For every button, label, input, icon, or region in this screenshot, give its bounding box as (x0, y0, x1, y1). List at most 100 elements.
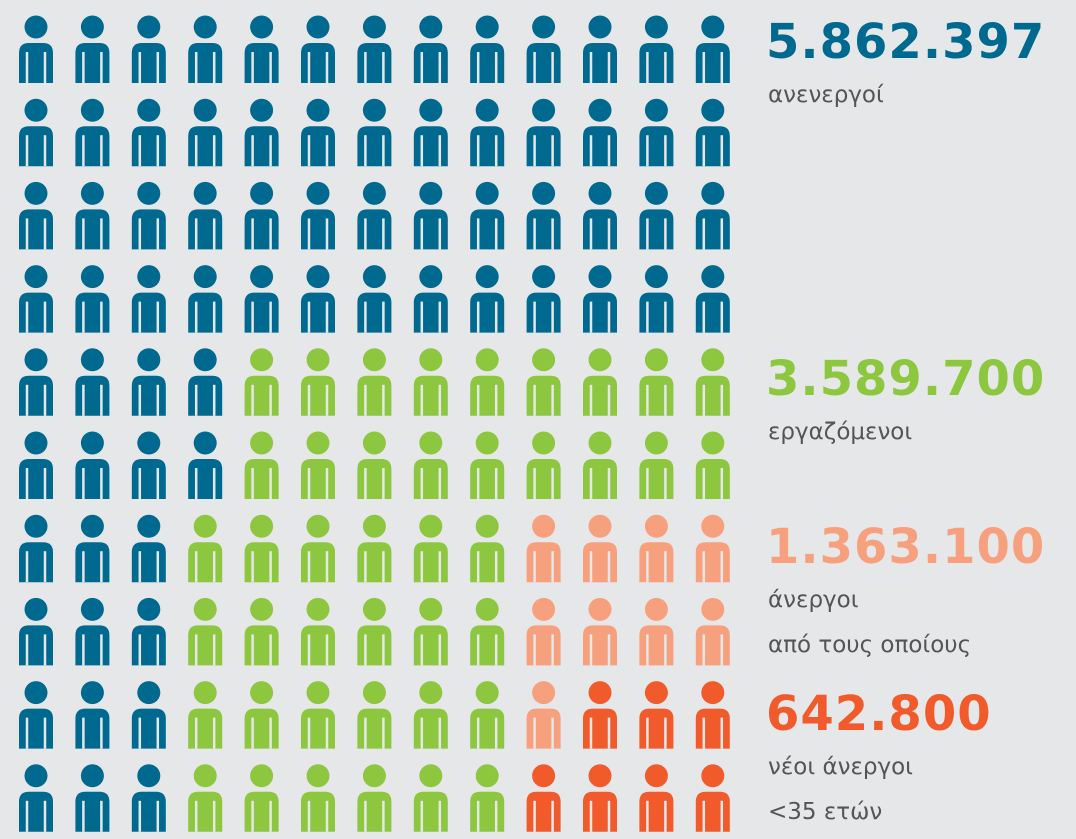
person-icon (413, 15, 448, 83)
icon-body (695, 542, 730, 583)
person-icon (583, 98, 617, 167)
icon-head (80, 597, 104, 621)
person-icon (357, 514, 392, 583)
person-icon (639, 764, 674, 832)
person-icon (413, 681, 448, 749)
icon-body (75, 542, 110, 583)
person-icon (639, 514, 674, 583)
icon-body (75, 791, 110, 832)
person-icon (583, 764, 617, 832)
icon-head (475, 15, 499, 39)
icon-head (24, 181, 48, 205)
icon-body (526, 375, 561, 416)
icon-body (75, 375, 110, 416)
icon-body (19, 791, 53, 832)
icon-head (475, 764, 499, 788)
icon-body (526, 542, 561, 583)
icon-body (188, 126, 223, 167)
icon-head (306, 431, 330, 455)
icon-head (80, 431, 104, 455)
icon-body (470, 126, 505, 167)
icon-head (24, 681, 48, 705)
icon-head (419, 764, 443, 788)
icon-body (470, 459, 505, 499)
icon-head (193, 681, 217, 705)
person-icon (413, 431, 448, 499)
person-icon (357, 15, 392, 83)
person-icon (413, 764, 448, 832)
person-icon (188, 98, 223, 167)
person-icon (470, 98, 505, 167)
person-icon (583, 431, 617, 499)
icon-head (80, 514, 104, 538)
icon-body (583, 625, 617, 666)
icon-body (19, 625, 53, 666)
icon-head (306, 181, 330, 205)
person-icon (244, 681, 279, 749)
person-icon (470, 348, 505, 416)
icon-head (701, 98, 725, 122)
icon-head (362, 681, 386, 705)
person-icon (470, 431, 505, 499)
icon-head (588, 15, 612, 39)
person-icon (526, 348, 561, 416)
icon-head (644, 348, 668, 372)
icon-head (588, 764, 612, 788)
person-icon (301, 348, 335, 416)
person-icon (131, 348, 166, 416)
person-icon (188, 431, 223, 499)
person-icon (695, 181, 730, 250)
person-icon (19, 348, 53, 416)
icon-head (475, 181, 499, 205)
icon-body (301, 542, 335, 583)
icon-body (188, 292, 223, 333)
icon-head (24, 265, 48, 289)
person-icon (639, 181, 674, 250)
icon-head (644, 181, 668, 205)
icon-head (701, 265, 725, 289)
person-icon (695, 514, 730, 583)
icon-head (475, 348, 499, 372)
person-icon (75, 265, 110, 333)
icon-body (695, 791, 730, 832)
icon-body (131, 375, 166, 416)
person-icon (244, 348, 279, 416)
icon-body (301, 126, 335, 167)
icon-head (80, 265, 104, 289)
person-icon (301, 15, 335, 83)
person-icon (301, 597, 335, 666)
icon-body (301, 209, 335, 250)
person-icon (75, 348, 110, 416)
icon-head (475, 265, 499, 289)
person-icon (470, 15, 505, 83)
icon-head (419, 514, 443, 538)
icon-body (75, 708, 110, 749)
icon-head (24, 98, 48, 122)
person-icon (526, 98, 561, 167)
person-icon (75, 181, 110, 250)
icon-head (644, 265, 668, 289)
icon-body (639, 708, 674, 749)
icon-head (250, 181, 274, 205)
icon-body (413, 375, 448, 416)
icon-body (75, 292, 110, 333)
person-icon (244, 98, 279, 167)
icon-body (413, 209, 448, 250)
icon-body (301, 625, 335, 666)
icon-head (306, 681, 330, 705)
person-icon (131, 181, 166, 250)
icon-body (470, 542, 505, 583)
icon-head (193, 181, 217, 205)
person-icon (131, 597, 166, 666)
icon-body (301, 791, 335, 832)
icon-head (644, 597, 668, 621)
icon-body (470, 791, 505, 832)
icon-head (137, 431, 161, 455)
icon-head (250, 431, 274, 455)
person-icon (19, 181, 53, 250)
icon-body (131, 625, 166, 666)
person-icon (639, 597, 674, 666)
person-icon (470, 514, 505, 583)
icon-body (695, 375, 730, 416)
icon-head (193, 15, 217, 39)
